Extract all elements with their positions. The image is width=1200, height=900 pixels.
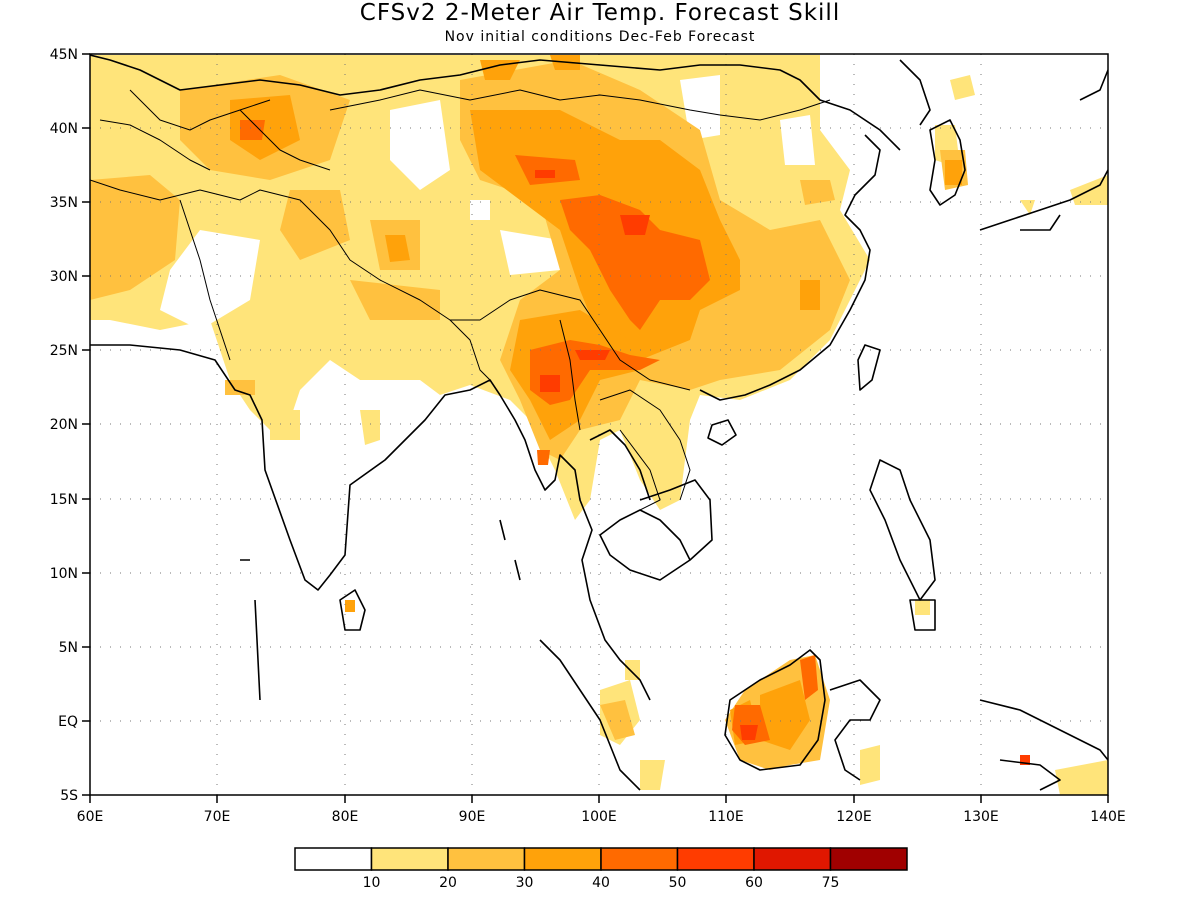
colorbar: 10 20 30 40 50 60 75 xyxy=(294,847,908,891)
colorbar-label: 60 xyxy=(745,875,763,891)
colorbar-label: 10 xyxy=(363,875,381,891)
y-tick-label: 20N xyxy=(50,417,78,433)
colorbar-labels: 10 20 30 40 50 60 75 xyxy=(363,875,840,891)
y-tick-label: 10N xyxy=(50,566,78,582)
colorbar-swatch xyxy=(753,847,832,871)
colorbar-swatch xyxy=(370,847,449,871)
colorbar-swatch xyxy=(829,847,908,871)
country-borders xyxy=(90,89,831,511)
skill-shading xyxy=(90,55,1108,795)
colorbar-label: 50 xyxy=(669,875,687,891)
colorbar-swatch xyxy=(294,847,373,871)
x-tick-label: 60E xyxy=(77,809,104,825)
colorbar-swatch xyxy=(523,847,602,871)
axis-ticks xyxy=(82,53,1109,803)
y-tick-label: 5N xyxy=(59,640,78,656)
skill-level-50-60 xyxy=(535,170,1030,765)
y-tick-label: EQ xyxy=(58,714,78,730)
y-axis-labels: 45N 40N 35N 30N 25N 20N 15N 10N 5N EQ 5S xyxy=(50,47,78,804)
x-axis-labels: 60E 70E 80E 90E 100E 110E 120E 130E 140E xyxy=(77,809,1126,825)
colorbar-swatches xyxy=(294,847,908,871)
x-tick-label: 90E xyxy=(459,809,486,825)
y-tick-label: 15N xyxy=(50,492,78,508)
y-tick-label: 5S xyxy=(60,788,78,804)
y-tick-label: 35N xyxy=(50,195,78,211)
x-tick-label: 100E xyxy=(581,809,617,825)
x-tick-label: 140E xyxy=(1090,809,1126,825)
x-tick-label: 110E xyxy=(708,809,744,825)
colorbar-swatch xyxy=(600,847,679,871)
x-tick-label: 130E xyxy=(963,809,999,825)
x-tick-label: 120E xyxy=(836,809,872,825)
colorbar-label: 40 xyxy=(592,875,610,891)
map-title: CFSv2 2-Meter Air Temp. Forecast Skill xyxy=(359,0,841,26)
y-tick-label: 45N xyxy=(50,47,78,63)
x-tick-label: 80E xyxy=(332,809,359,825)
skill-below-10 xyxy=(160,75,815,560)
colorbar-label: 75 xyxy=(822,875,840,891)
colorbar-label: 30 xyxy=(516,875,534,891)
colorbar-swatch xyxy=(676,847,755,871)
colorbar-label: 20 xyxy=(439,875,457,891)
y-tick-label: 25N xyxy=(50,343,78,359)
y-tick-label: 30N xyxy=(50,269,78,285)
coastlines xyxy=(90,54,1108,791)
skill-level-40-50 xyxy=(240,120,818,745)
gridlines xyxy=(90,54,1108,795)
y-tick-label: 40N xyxy=(50,121,78,137)
map-subtitle: Nov initial conditions Dec-Feb Forecast xyxy=(444,29,756,45)
x-tick-label: 70E xyxy=(204,809,231,825)
colorbar-swatch xyxy=(447,847,526,871)
